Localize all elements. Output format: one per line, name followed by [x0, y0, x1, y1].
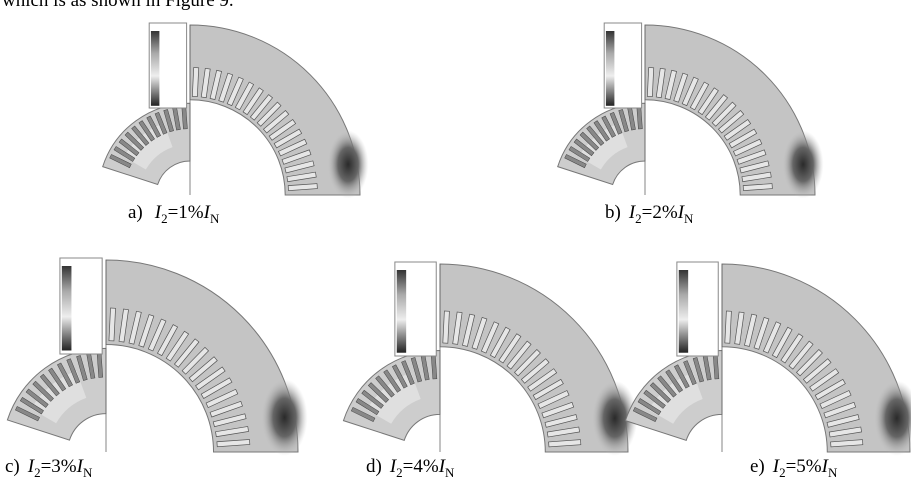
figure-panel: e)I2=5%IN: [625, 262, 911, 480]
figure-panel: a)I2=1%IN: [103, 23, 369, 226]
legend-scale: [151, 31, 160, 106]
panel-label: b): [605, 202, 621, 223]
stator-slot: [647, 68, 653, 97]
panel-caption: b)I2=2%IN: [605, 202, 694, 226]
flux-hotspot: [262, 379, 308, 456]
panel-label: d): [366, 456, 382, 477]
panel-caption: a)I2=1%IN: [128, 202, 220, 226]
relation: =1%: [168, 202, 204, 223]
legend-scale: [679, 270, 688, 353]
reference-sub: N: [83, 465, 93, 480]
panel-label: a): [128, 202, 143, 223]
panel-caption: e)I2=5%IN: [750, 456, 838, 480]
intro-text: which is as shown in Figure 9.: [2, 0, 234, 11]
page: which is as shown in Figure 9. a)I2=1%IN…: [0, 0, 911, 480]
figure-panel: c)I2=3%IN: [5, 258, 308, 480]
relation: =3%: [41, 456, 77, 477]
flux-hotspot: [328, 130, 369, 198]
flux-hotspot: [783, 130, 824, 198]
reference-sub: N: [684, 211, 694, 226]
relation: =4%: [403, 456, 439, 477]
figure-panel: b)I2=2%IN: [558, 23, 824, 226]
panel-label: c): [5, 456, 20, 477]
relation: =2%: [642, 202, 678, 223]
stator-slot: [443, 311, 450, 343]
panel-caption: d)I2=4%IN: [366, 456, 455, 480]
legend-scale: [397, 270, 406, 353]
figure-panel: d)I2=4%IN: [343, 262, 637, 480]
reference-sub: N: [445, 465, 455, 480]
stator-slot: [725, 311, 732, 343]
figure: a)I2=1%IN b)I2=2%IN c)I2=3%IN d)I2=4%IN e)I2…: [5, 23, 911, 480]
panel-caption: c)I2=3%IN: [5, 456, 93, 480]
reference-sub: N: [210, 211, 220, 226]
legend-scale: [606, 31, 615, 106]
stator-slot: [192, 68, 198, 97]
legend-scale: [62, 266, 72, 350]
relation: =5%: [786, 456, 822, 477]
panel-label: e): [750, 456, 765, 477]
reference-sub: N: [828, 465, 838, 480]
